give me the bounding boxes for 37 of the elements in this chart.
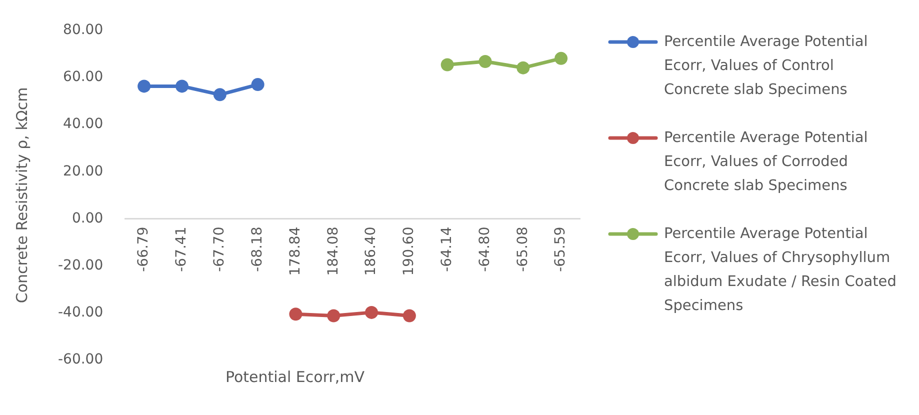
legend-label: Percentile Average Potential Ecorr, Values of Control Concrete slab Specimens xyxy=(664,33,869,100)
y-tick-label: 0.00 xyxy=(72,210,104,226)
point xyxy=(440,58,454,72)
point xyxy=(478,54,492,68)
x-tick-label: -64.14 xyxy=(438,226,455,272)
x-tick-label: 190.60 xyxy=(401,226,418,276)
point xyxy=(516,61,530,74)
x-tick-label: -65.08 xyxy=(514,226,531,272)
x-tick-label: -67.41 xyxy=(174,226,190,272)
y-tick-label: 20.00 xyxy=(63,163,104,180)
legend-label: Percentile Average Potential Ecorr, Values of Corroded Concrete slab Specimens xyxy=(664,129,869,196)
point xyxy=(175,80,188,93)
point xyxy=(365,306,378,319)
x-axis-title: Potential Ecorr,mV xyxy=(224,368,366,386)
y-tick-label: 60.00 xyxy=(63,69,104,86)
point xyxy=(327,309,340,322)
x-tick-label: -68.18 xyxy=(249,226,266,272)
x-tick-label: -65.59 xyxy=(552,226,569,272)
point xyxy=(289,308,302,321)
y-tick-label: -20.00 xyxy=(58,257,104,274)
point xyxy=(402,309,416,322)
y-tick-label: 40.00 xyxy=(63,116,104,132)
x-tick-label: 178.84 xyxy=(287,226,304,276)
x-tick-label: -66.79 xyxy=(136,226,152,272)
x-tick-label: 184.08 xyxy=(325,226,342,276)
x-tick-label: -64.80 xyxy=(476,226,493,272)
x-tick-label: 186.40 xyxy=(363,226,380,276)
point xyxy=(554,52,568,65)
y-tick-label: -40.00 xyxy=(58,304,104,321)
x-tick-label: -67.70 xyxy=(212,226,228,272)
point xyxy=(251,78,264,92)
y-axis-title: Concrete Resistivity ρ, kΩcm xyxy=(12,87,31,304)
point xyxy=(138,80,151,93)
legend-label: Percentile Average Potential Ecorr, Values of Chrysophyllum albidum Exudate / Resin Coated Specimens xyxy=(664,225,898,316)
point xyxy=(213,88,226,102)
y-tick-label: -60.00 xyxy=(58,352,104,368)
y-tick-label: 80.00 xyxy=(63,22,104,38)
